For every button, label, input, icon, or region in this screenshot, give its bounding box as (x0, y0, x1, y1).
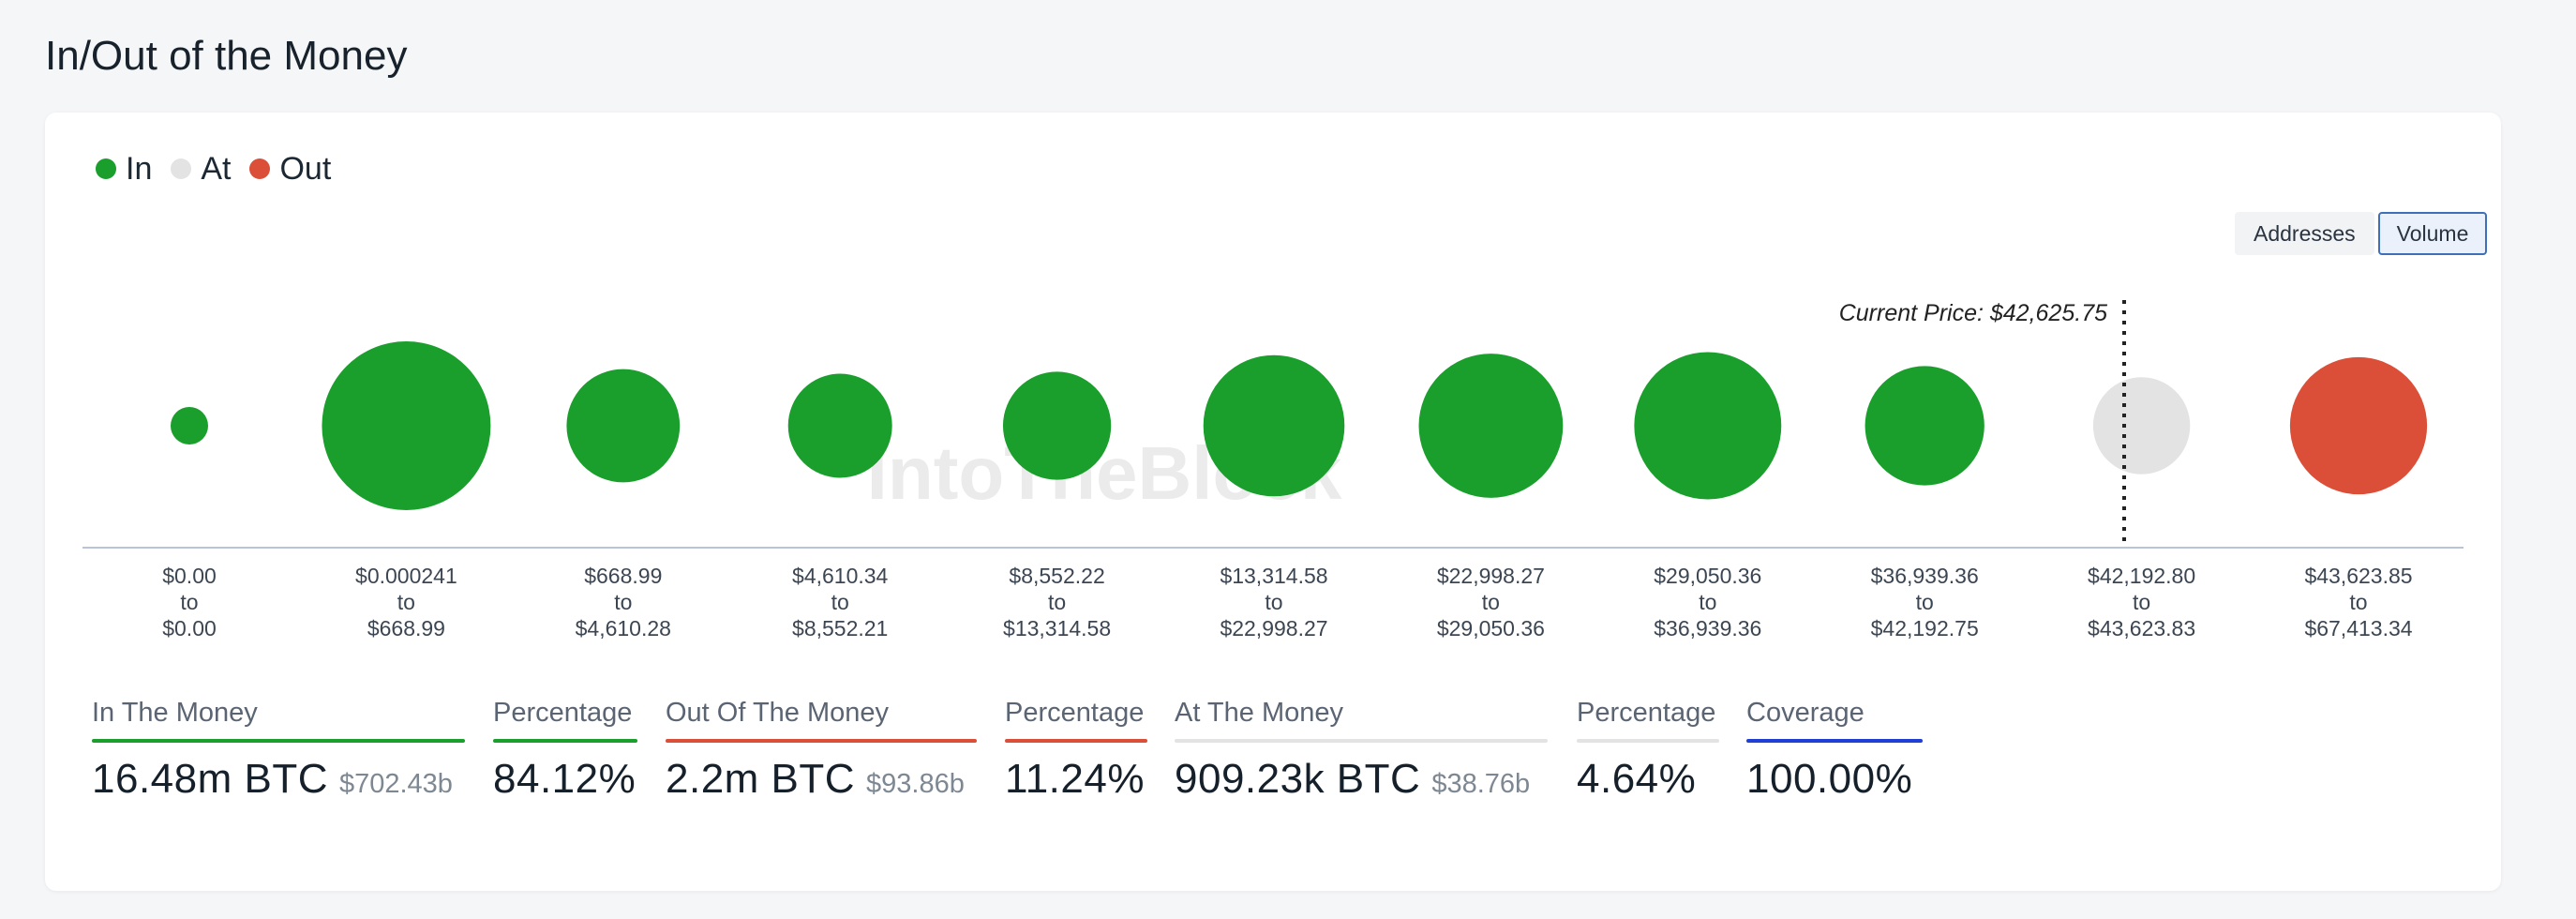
legend-in-dot-icon (96, 158, 116, 179)
x-tick-to-value: $43,623.83 (2088, 616, 2195, 640)
stat-in-percentage-underline (493, 739, 637, 743)
metric-toggle: Addresses Volume (2235, 212, 2488, 255)
stat-in-percentage: Percentage 84.12% (493, 694, 637, 803)
stat-out-of-the-money-value: 2.2m BTC (666, 756, 856, 802)
x-tick-from: $22,998.27 (1437, 564, 1545, 588)
legend-item-at[interactable]: At (171, 151, 231, 188)
x-tick-to: to (397, 590, 415, 614)
stat-coverage-underline (1746, 739, 1923, 743)
stat-at-percentage-label: Percentage (1577, 698, 1716, 728)
bubble-in[interactable] (1418, 354, 1564, 498)
stat-coverage-label: Coverage (1746, 698, 1865, 728)
stat-at-the-money-underline (1175, 739, 1548, 743)
stat-in-the-money-underline (92, 739, 465, 743)
x-tick-from: $29,050.36 (1654, 564, 1761, 588)
x-tick-to-value: $42,192.75 (1871, 616, 1979, 640)
stat-in-the-money: In The Money 16.48m BTC $702.43b (92, 694, 465, 803)
stat-out-percentage-label: Percentage (1005, 698, 1145, 728)
x-tick-from: $0.00 (162, 564, 217, 588)
bubble-in[interactable] (1865, 366, 1984, 486)
x-tick-from: $13,314.58 (1220, 564, 1327, 588)
stat-out-of-the-money: Out Of The Money 2.2m BTC $93.86b (666, 694, 977, 803)
stat-in-percentage-label: Percentage (493, 698, 633, 728)
x-tick-to: to (1048, 590, 1066, 614)
x-tick-to: to (2133, 590, 2150, 614)
stat-coverage: Coverage 100.00% (1746, 694, 1923, 803)
legend-item-out[interactable]: Out (249, 151, 331, 188)
stat-at-the-money-label: At The Money (1175, 698, 1344, 728)
addresses-button[interactable]: Addresses (2235, 212, 2374, 255)
bubbles-layer (171, 341, 2428, 510)
bubble-at[interactable] (2092, 377, 2191, 475)
bubble-in[interactable] (171, 407, 208, 444)
x-tick-to-value: $22,998.27 (1220, 616, 1327, 640)
x-tick-from: $42,192.80 (2088, 564, 2195, 588)
bubble-in[interactable] (1203, 354, 1345, 497)
stat-in-the-money-usd: $702.43b (338, 769, 453, 799)
x-tick-from: $8,552.22 (1009, 564, 1104, 588)
legend-in-label: In (126, 150, 153, 187)
bubble-in[interactable] (787, 373, 892, 478)
x-tick-to: to (1482, 590, 1500, 614)
stat-at-the-money: At The Money 909.23k BTC $38.76b (1175, 694, 1548, 803)
bubble-out[interactable] (2289, 356, 2428, 495)
stat-out-percentage-value: 11.24% (1005, 756, 1145, 802)
x-tick-to-value: $0.00 (162, 616, 217, 640)
x-axis-labels: $0.00to$0.00$0.000241to$668.99$668.99to$… (162, 564, 2413, 640)
x-tick-to-value: $67,413.34 (2304, 616, 2412, 640)
x-tick-from: $43,623.85 (2304, 564, 2412, 588)
x-tick-to: to (614, 590, 632, 614)
stat-at-percentage-underline (1577, 739, 1719, 743)
chart-card: In At Out Addresses Volume IntoTheBlock … (45, 113, 2501, 891)
x-tick-from: $668.99 (584, 564, 662, 588)
page-title: In/Out of the Money (45, 33, 408, 79)
bubble-chart: IntoTheBlock Current Price: $42,625.75 $… (82, 300, 2464, 640)
volume-button[interactable]: Volume (2377, 212, 2488, 255)
x-tick-to: to (1265, 590, 1282, 614)
stat-out-of-the-money-usd: $93.86b (866, 769, 965, 799)
legend: In At Out (96, 141, 331, 197)
stat-in-percentage-value: 84.12% (493, 756, 637, 802)
stat-at-the-money-usd: $38.76b (1431, 769, 1531, 799)
x-tick-to-value: $29,050.36 (1437, 616, 1545, 640)
stat-in-the-money-value: 16.48m BTC (92, 756, 328, 802)
stat-at-the-money-value: 909.23k BTC (1175, 756, 1421, 802)
stat-out-percentage-underline (1005, 739, 1147, 743)
stat-out-of-the-money-underline (666, 739, 977, 743)
bubble-in[interactable] (1002, 371, 1112, 480)
x-tick-from: $4,610.34 (792, 564, 889, 588)
x-tick-to: to (180, 590, 198, 614)
x-tick-to: to (1699, 590, 1716, 614)
legend-out-dot-icon (249, 158, 271, 179)
legend-at-label: At (201, 150, 232, 187)
x-tick-to-value: $8,552.21 (792, 616, 888, 640)
stat-at-percentage-value: 4.64% (1577, 756, 1697, 802)
stat-out-of-the-money-label: Out Of The Money (666, 698, 890, 728)
x-tick-to-value: $668.99 (367, 616, 445, 640)
legend-item-in[interactable]: In (96, 151, 152, 188)
bubble-in[interactable] (322, 341, 491, 510)
stat-in-the-money-label: In The Money (92, 698, 258, 728)
legend-at-dot-icon (171, 158, 192, 179)
stat-out-percentage: Percentage 11.24% (1005, 694, 1147, 803)
x-tick-to-value: $36,939.36 (1654, 616, 1761, 640)
current-price-label: Current Price: $42,625.75 (1839, 300, 2107, 326)
x-tick-from: $36,939.36 (1871, 564, 1979, 588)
x-tick-to-value: $4,610.28 (576, 616, 671, 640)
legend-out-label: Out (279, 150, 332, 187)
x-tick-to: to (1916, 590, 1934, 614)
bubble-in[interactable] (566, 369, 681, 483)
x-tick-from: $0.000241 (355, 564, 457, 588)
x-tick-to-value: $13,314.58 (1003, 616, 1111, 640)
bubble-in[interactable] (1634, 352, 1782, 500)
stat-at-percentage: Percentage 4.64% (1577, 694, 1719, 803)
x-tick-to: to (2349, 590, 2367, 614)
x-tick-to: to (831, 590, 849, 614)
stat-coverage-value: 100.00% (1746, 756, 1913, 802)
stats-row: In The Money 16.48m BTC $702.43b Percent… (45, 694, 2501, 881)
